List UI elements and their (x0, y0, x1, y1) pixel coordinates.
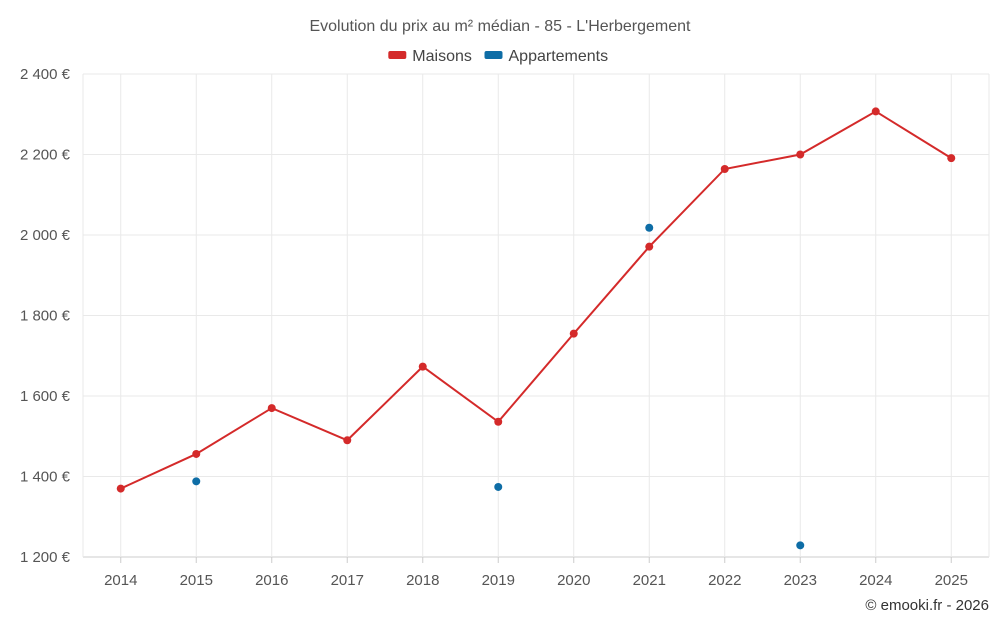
chart-title: Evolution du prix au m² médian - 85 - L'… (309, 18, 691, 35)
data-point-maisons-2023[interactable] (796, 150, 805, 159)
legend-swatch (484, 51, 503, 59)
y-tick-label: 1 400 € (20, 469, 71, 486)
y-tick-label: 2 400 € (20, 66, 71, 83)
data-point-maisons-2020[interactable] (569, 329, 578, 338)
grid (82, 73, 990, 563)
x-tick-label: 2016 (255, 572, 288, 589)
legend-swatch (388, 51, 407, 59)
legend: Maisons Appartements (388, 48, 608, 65)
x-tick-label: 2018 (406, 572, 439, 589)
series-layer (116, 107, 956, 550)
data-point-maisons-2024[interactable] (871, 107, 880, 116)
y-tick-label: 2 000 € (20, 227, 71, 244)
x-tick-label: 2020 (557, 572, 590, 589)
x-tick-label: 2019 (482, 572, 515, 589)
data-point-appartements-2021[interactable] (645, 223, 654, 232)
x-axis-ticks: 2014 2015 2016 2017 2018 2019 2020 2021 2022 2023… (104, 572, 968, 589)
y-tick-label: 1 200 € (20, 549, 71, 566)
data-point-appartements-2015[interactable] (192, 477, 201, 486)
x-tick-label: 2021 (633, 572, 666, 589)
data-point-maisons-2014[interactable] (116, 484, 125, 493)
credit-text: © emooki.fr - 2026 (865, 597, 989, 614)
series-appartements (192, 223, 805, 550)
x-tick-label: 2025 (935, 572, 968, 589)
data-point-maisons-2016[interactable] (267, 404, 276, 413)
x-tick-label: 2014 (104, 572, 137, 589)
data-point-appartements-2023[interactable] (796, 541, 805, 550)
data-point-appartements-2019[interactable] (494, 482, 503, 491)
x-tick-label: 2024 (859, 572, 892, 589)
data-point-maisons-2017[interactable] (343, 436, 352, 445)
series-maisons (116, 107, 956, 493)
x-tick-label: 2017 (331, 572, 364, 589)
legend-label: Appartements (509, 48, 609, 65)
y-tick-label: 2 200 € (20, 147, 71, 164)
data-point-maisons-2015[interactable] (192, 449, 201, 458)
x-tick-label: 2022 (708, 572, 741, 589)
y-tick-label: 1 600 € (20, 388, 71, 405)
data-point-maisons-2019[interactable] (494, 417, 503, 426)
y-axis-ticks: 1 200 € 1 400 € 1 600 € 1 800 € 2 000 € 2 200… (20, 66, 71, 566)
data-point-maisons-2025[interactable] (947, 154, 956, 163)
series-line-maisons (120, 110, 952, 490)
legend-item-maisons[interactable]: Maisons (388, 48, 472, 65)
x-tick-label: 2023 (784, 572, 817, 589)
legend-item-appartements[interactable]: Appartements (484, 48, 609, 65)
data-point-maisons-2022[interactable] (720, 164, 729, 173)
legend-label: Maisons (412, 48, 472, 65)
data-point-maisons-2021[interactable] (645, 242, 654, 251)
data-point-maisons-2018[interactable] (418, 362, 427, 371)
y-tick-label: 1 800 € (20, 308, 71, 325)
x-tick-label: 2015 (180, 572, 213, 589)
